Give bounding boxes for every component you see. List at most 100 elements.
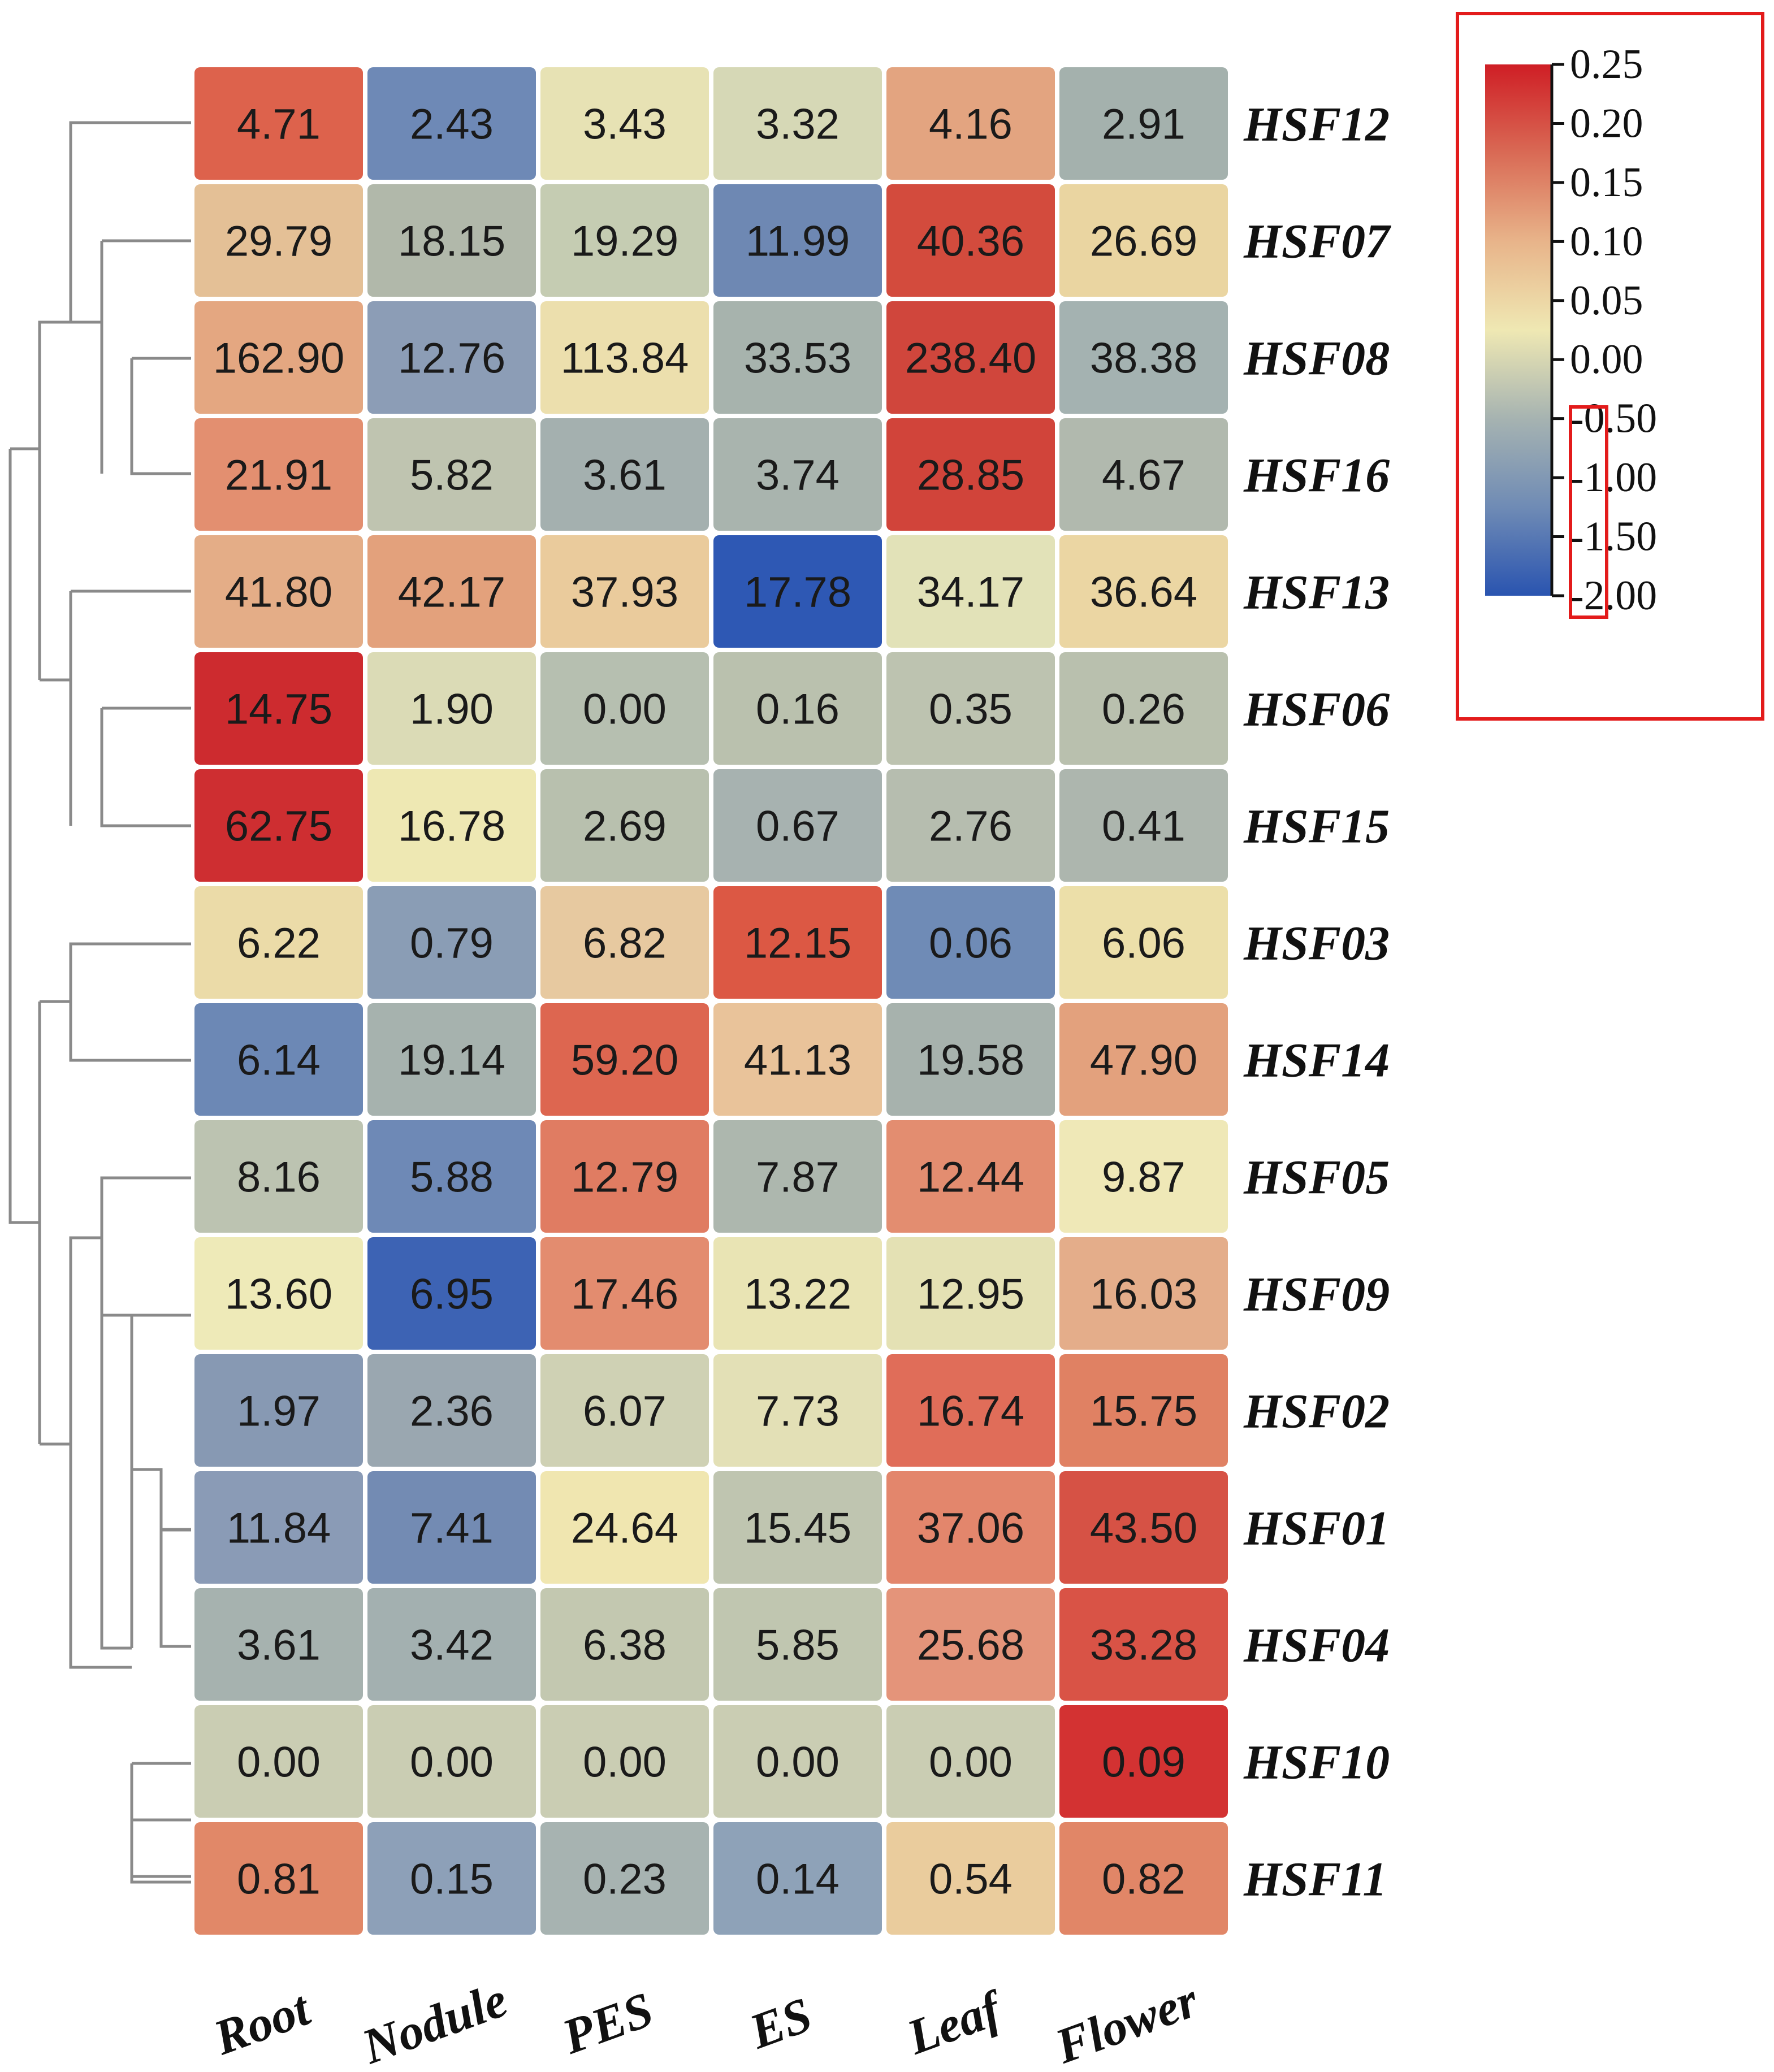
heatmap-cell-hsf14-root xyxy=(194,1003,363,1116)
cell-value-hsf14-flower: 47.90 xyxy=(1090,1037,1197,1085)
heatmap-cell-hsf14-nodule xyxy=(367,1003,536,1116)
heatmap-cell-hsf03-pes xyxy=(540,886,709,999)
heatmap-cell-hsf06-es xyxy=(713,652,882,765)
heatmap-cell-hsf11-pes xyxy=(540,1822,709,1935)
cell-value-hsf11-root: 0.81 xyxy=(237,1856,321,1904)
column-label-es: ES xyxy=(742,1987,819,2060)
heatmap-cell-hsf07-es xyxy=(713,184,882,297)
legend-tick-label: 0.00 xyxy=(1570,336,1643,383)
gene-label-hsf12: HSF12 xyxy=(1243,97,1390,151)
cell-value-hsf12-es: 3.32 xyxy=(756,101,840,149)
heatmap-cell-hsf12-pes xyxy=(540,67,709,180)
heatmap-cell-hsf12-leaf xyxy=(886,67,1055,180)
cell-value-hsf04-es: 5.85 xyxy=(756,1622,840,1670)
heatmap-cell-hsf15-root xyxy=(194,769,363,882)
heatmap-cell-hsf02-pes xyxy=(540,1354,709,1467)
legend-tick-label: -1.50 xyxy=(1570,514,1657,560)
legend-tick-label: 0.10 xyxy=(1570,218,1643,265)
gene-label-hsf09: HSF09 xyxy=(1243,1267,1390,1321)
gene-label-hsf03: HSF03 xyxy=(1243,916,1390,970)
column-labels: Root Nodule PES ES Leaf Flower xyxy=(206,1972,1205,2072)
heatmap-cell-hsf02-leaf xyxy=(886,1354,1055,1467)
legend-tick-label: -2.00 xyxy=(1570,573,1657,619)
cell-value-hsf16-root: 21.91 xyxy=(225,452,332,500)
heatmap-cell-hsf04-es xyxy=(713,1588,882,1701)
heatmap-cell-hsf04-nodule xyxy=(367,1588,536,1701)
cell-value-hsf11-es: 0.14 xyxy=(756,1856,840,1904)
heatmap-cell-hsf06-pes xyxy=(540,652,709,765)
heatmap-cell-hsf12-root xyxy=(194,67,363,180)
heatmap-cell-hsf16-flower xyxy=(1059,418,1228,531)
cell-value-hsf08-pes: 113.84 xyxy=(561,335,689,383)
heatmap-cell-hsf08-root xyxy=(194,301,363,414)
cell-value-hsf06-flower: 0.26 xyxy=(1102,686,1185,734)
cell-value-hsf02-pes: 6.07 xyxy=(583,1388,667,1436)
cell-value-hsf13-leaf: 34.17 xyxy=(917,569,1024,617)
heatmap-cell-hsf05-flower xyxy=(1059,1120,1228,1233)
legend-inner-highlight-box xyxy=(1569,405,1608,619)
cell-value-hsf10-leaf: 0.00 xyxy=(929,1739,1013,1787)
heatmap-cell-hsf08-flower xyxy=(1059,301,1228,414)
cell-value-hsf06-nodule: 1.90 xyxy=(410,686,494,734)
heatmap-cell-hsf07-flower xyxy=(1059,184,1228,297)
gene-label-hsf02: HSF02 xyxy=(1243,1384,1390,1438)
heatmap-cell-hsf06-flower xyxy=(1059,652,1228,765)
heatmap-cell-hsf12-nodule xyxy=(367,67,536,180)
heatmap-cell-hsf13-pes xyxy=(540,535,709,648)
heatmap-cell-hsf07-nodule xyxy=(367,184,536,297)
legend-tick-label: 0.15 xyxy=(1570,159,1643,206)
heatmap-cell-hsf04-leaf xyxy=(886,1588,1055,1701)
column-label-pes: PES xyxy=(555,1982,660,2065)
heatmap-cell-hsf16-pes xyxy=(540,418,709,531)
cell-value-hsf12-nodule: 2.43 xyxy=(410,101,494,149)
cell-value-hsf07-root: 29.79 xyxy=(225,218,332,266)
heatmap-cell-hsf03-root xyxy=(194,886,363,999)
heatmap-cell-hsf08-leaf xyxy=(886,301,1055,414)
heatmap-cell-hsf13-leaf xyxy=(886,535,1055,648)
cell-value-hsf01-root: 11.84 xyxy=(227,1505,331,1553)
heatmap-cell-hsf04-flower xyxy=(1059,1588,1228,1701)
heatmap-cell-hsf01-root xyxy=(194,1471,363,1584)
cell-value-hsf05-es: 7.87 xyxy=(756,1154,840,1202)
cell-value-hsf13-root: 41.80 xyxy=(225,569,332,617)
cell-value-hsf01-es: 15.45 xyxy=(744,1505,851,1553)
cell-value-hsf15-es: 0.67 xyxy=(756,803,840,851)
cell-value-hsf12-root: 4.71 xyxy=(237,101,321,149)
heatmap-cell-hsf05-pes xyxy=(540,1120,709,1233)
cell-value-hsf08-leaf: 238.40 xyxy=(905,335,1036,383)
cell-value-hsf16-nodule: 5.82 xyxy=(410,452,494,500)
heatmap-cell-hsf15-nodule xyxy=(367,769,536,882)
cell-value-hsf09-root: 13.60 xyxy=(225,1271,332,1319)
heatmap-cell-hsf08-es xyxy=(713,301,882,414)
gene-label-hsf16: HSF16 xyxy=(1243,448,1390,502)
cell-value-hsf12-flower: 2.91 xyxy=(1102,101,1185,149)
heatmap-cell-hsf14-es xyxy=(713,1003,882,1116)
heatmap-cell-hsf04-root xyxy=(194,1588,363,1701)
cell-value-hsf10-root: 0.00 xyxy=(237,1739,321,1787)
legend-tick-label: 0.25 xyxy=(1570,41,1643,88)
heatmap-cell-hsf08-pes xyxy=(540,301,709,414)
heatmap-cell-hsf06-leaf xyxy=(886,652,1055,765)
heatmap-cell-hsf13-es xyxy=(713,535,882,648)
cell-value-hsf03-pes: 6.82 xyxy=(583,920,667,968)
cell-value-hsf09-nodule: 6.95 xyxy=(410,1271,494,1319)
gene-label-hsf14: HSF14 xyxy=(1243,1033,1390,1087)
heatmap-cell-hsf10-pes xyxy=(540,1705,709,1818)
cell-value-hsf11-nodule: 0.15 xyxy=(410,1856,494,1904)
cell-value-hsf07-nodule: 18.15 xyxy=(398,218,505,266)
cell-value-hsf11-leaf: 0.54 xyxy=(929,1856,1013,1904)
cell-value-hsf04-nodule: 3.42 xyxy=(410,1622,494,1670)
heatmap-cell-hsf09-pes xyxy=(540,1237,709,1350)
cell-value-hsf01-leaf: 37.06 xyxy=(917,1505,1024,1553)
cell-value-hsf06-es: 0.16 xyxy=(756,686,840,734)
heatmap-cell-hsf01-nodule xyxy=(367,1471,536,1584)
cell-value-hsf07-leaf: 40.36 xyxy=(917,218,1024,266)
legend-tick-label: -0.50 xyxy=(1570,396,1657,442)
cell-value-hsf05-root: 8.16 xyxy=(237,1154,321,1202)
cell-value-hsf06-leaf: 0.35 xyxy=(929,686,1013,734)
cell-value-hsf04-leaf: 25.68 xyxy=(917,1622,1024,1670)
heatmap-cell-hsf12-flower xyxy=(1059,67,1228,180)
cell-value-hsf13-nodule: 42.17 xyxy=(398,569,505,617)
heatmap-cell-hsf12-es xyxy=(713,67,882,180)
